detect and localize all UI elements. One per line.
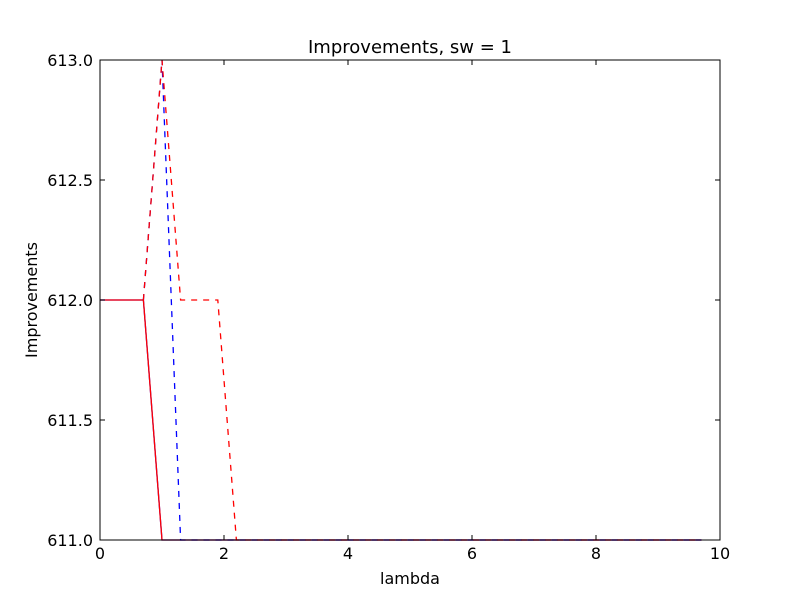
y-tick-label: 612.0 [47, 291, 93, 310]
y-tick-label: 611.5 [47, 411, 93, 430]
series-line-1 [100, 299, 702, 541]
x-axis-label: lambda [380, 569, 440, 588]
series-layer [100, 59, 702, 541]
x-tick-label: 0 [95, 544, 105, 563]
x-tick-label: 10 [710, 544, 730, 563]
x-axis-ticks: 0 2 4 6 8 10 [95, 60, 730, 563]
y-axis-ticks: 611.0 611.5 612.0 612.5 613.0 [47, 51, 720, 550]
series-line-2 [100, 299, 702, 541]
x-tick-label: 4 [343, 544, 353, 563]
y-tick-label: 612.5 [47, 171, 93, 190]
series-line-3 [142, 59, 702, 541]
series-line-4 [142, 59, 702, 541]
x-tick-label: 6 [467, 544, 477, 563]
y-tick-label: 613.0 [47, 51, 93, 70]
x-tick-label: 2 [219, 544, 229, 563]
y-tick-label: 611.0 [47, 531, 93, 550]
x-tick-label: 8 [591, 544, 601, 563]
chart-title: Improvements, sw = 1 [308, 37, 512, 58]
y-axis-label: Improvements [22, 242, 41, 358]
